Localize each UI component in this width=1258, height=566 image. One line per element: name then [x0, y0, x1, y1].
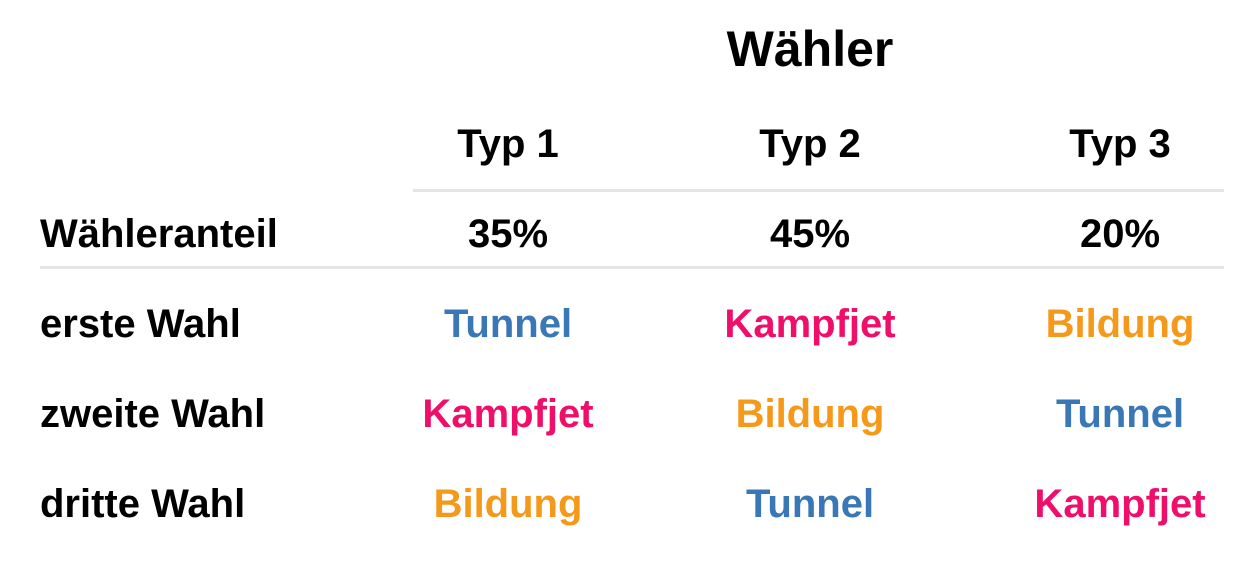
header-divider	[413, 189, 1224, 192]
share-value-typ-1: 35%	[467, 212, 549, 256]
column-header-typ-2: Typ 2	[759, 122, 861, 166]
choice-cell: Bildung	[735, 392, 885, 436]
share-value-typ-3: 20%	[1079, 212, 1161, 256]
row-label-dritte-wahl: dritte Wahl	[40, 482, 246, 526]
share-value-typ-2: 45%	[769, 212, 851, 256]
row-label-erste-wahl: erste Wahl	[40, 302, 241, 346]
choice-cell: Tunnel	[745, 482, 875, 526]
column-header-typ-3: Typ 3	[1069, 122, 1171, 166]
share-row-divider	[40, 266, 1224, 269]
row-label-zweite-wahl: zweite Wahl	[40, 392, 266, 436]
row-label-waehleranteil: Wähleranteil	[40, 212, 278, 256]
choice-cell: Kampfjet	[1034, 482, 1206, 526]
table-title: Wähler	[726, 21, 894, 77]
column-header-typ-1: Typ 1	[457, 122, 559, 166]
choice-cell: Tunnel	[1055, 392, 1185, 436]
choice-cell: Kampfjet	[422, 392, 594, 436]
choice-cell: Bildung	[1045, 302, 1195, 346]
choice-cell: Kampfjet	[724, 302, 896, 346]
choice-cell: Bildung	[433, 482, 583, 526]
choice-cell: Tunnel	[443, 302, 573, 346]
